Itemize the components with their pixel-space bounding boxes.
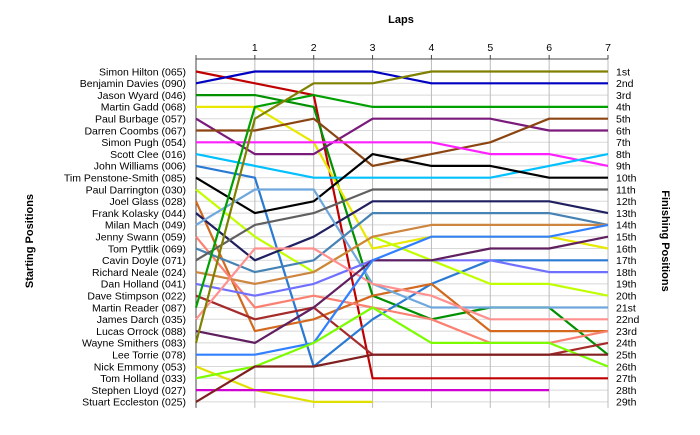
- finishing-position-label: 5th: [616, 114, 631, 126]
- driver-label: Martin Gadd (068): [101, 102, 186, 114]
- driver-label: James Darch (035): [97, 314, 186, 326]
- driver-label: Richard Neale (024): [92, 267, 186, 279]
- finishing-position-label: 1st: [616, 66, 630, 78]
- driver-label: Paul Burbage (057): [95, 114, 186, 126]
- finishing-position-label: 29th: [616, 397, 637, 409]
- series-line: [195, 306, 609, 380]
- y-axis-title-right: Finishing Positions: [659, 190, 671, 291]
- lap-tick-label: 4: [429, 42, 435, 54]
- finishing-position-label: 2nd: [616, 78, 634, 90]
- driver-label: John Williams (006): [94, 161, 186, 173]
- driver-label: Tim Penstone-Smith (085): [64, 173, 186, 185]
- driver-label: Stuart Eccleston (025): [82, 397, 186, 409]
- driver-label: Joel Glass (028): [110, 196, 186, 208]
- driver-label: Jason Wyard (046): [97, 90, 186, 102]
- driver-label: Frank Kolasky (044): [92, 208, 186, 220]
- series-line: [195, 353, 608, 403]
- finishing-position-label: 28th: [616, 385, 637, 397]
- driver-label: Paul Darrington (030): [86, 184, 186, 196]
- finishing-position-label: 15th: [616, 232, 637, 244]
- lap-tick-label: 5: [487, 42, 493, 54]
- driver-label: Darren Coombs (067): [84, 125, 186, 137]
- lap-tick-label: 2: [311, 42, 317, 54]
- finishing-position-label: 14th: [616, 220, 637, 232]
- series-line: [194, 70, 608, 344]
- finishing-position-label: 8th: [616, 149, 631, 161]
- driver-label: Cavin Doyle (071): [102, 255, 186, 267]
- driver-label: Dave Stimpson (022): [87, 291, 186, 303]
- driver-label: Tom Holland (033): [100, 373, 186, 385]
- driver-label: Scott Clee (016): [110, 149, 186, 161]
- series-line: [195, 247, 608, 321]
- series-line: [195, 235, 609, 344]
- finishing-position-label: 21st: [616, 302, 636, 314]
- driver-label: Lee Torrie (078): [112, 350, 186, 362]
- finishing-position-label: 24th: [616, 338, 637, 350]
- driver-label: Martin Reader (087): [92, 302, 186, 314]
- series-line: [196, 141, 609, 167]
- lap-tick-label: 7: [605, 42, 611, 54]
- driver-labels: Simon Hilton (065)Benjamin Davies (090)J…: [64, 66, 186, 408]
- finishing-position-label: 22nd: [616, 314, 640, 326]
- finishing-position-label: 17th: [616, 255, 637, 267]
- driver-label: Simon Pugh (054): [101, 137, 186, 149]
- finishing-position-label: 25th: [616, 350, 637, 362]
- series-lines: [194, 70, 609, 403]
- finishing-position-label: 26th: [616, 361, 637, 373]
- lap-tick-labels: 1 2 3 4 5 6 7: [252, 42, 611, 54]
- y-axis-title-left: Starting Positions: [24, 194, 36, 288]
- driver-label: Nick Emmony (053): [94, 361, 186, 373]
- finishing-position-label: 3rd: [616, 90, 631, 102]
- finishing-position-label: 9th: [616, 161, 631, 173]
- series-line: [195, 188, 608, 262]
- finishing-position-label: 6th: [616, 125, 631, 137]
- finishing-position-label: 18th: [616, 267, 637, 279]
- lap-tick-label: 3: [370, 42, 376, 54]
- finishing-position-label: 23rd: [616, 326, 637, 338]
- finishing-position-label: 11th: [616, 184, 636, 196]
- finishing-position-label: 13th: [616, 208, 637, 220]
- series-line: [195, 200, 609, 262]
- series-line: [195, 153, 609, 179]
- finishing-position-label: 10th: [616, 173, 637, 185]
- driver-label: Jenny Swann (059): [96, 232, 186, 244]
- series-line: [196, 223, 609, 356]
- series-line: [194, 93, 608, 308]
- series-line: [195, 164, 608, 368]
- driver-label: Tom Pyttlik (069): [108, 243, 186, 255]
- series-line: [195, 117, 608, 156]
- series-line: [195, 70, 608, 380]
- finishing-position-label: 20th: [616, 291, 637, 303]
- series-line: [195, 153, 608, 215]
- finishing-position-label: 27th: [616, 373, 637, 385]
- series-line: [195, 212, 609, 274]
- driver-label: Milan Mach (049): [105, 220, 186, 232]
- finishing-position-label: 16th: [616, 243, 637, 255]
- finishing-position-label: 7th: [616, 137, 631, 149]
- finishing-position-label: 19th: [616, 279, 637, 291]
- finishing-position-label: 12th: [616, 196, 637, 208]
- driver-label: Benjamin Davies (090): [80, 78, 186, 90]
- driver-label: Simon Hilton (065): [99, 66, 186, 78]
- driver-label: Dan Holland (041): [101, 279, 186, 291]
- driver-label: Wayne Smithers (083): [82, 338, 186, 350]
- finishing-position-labels: 1st2nd3rd4th5th6th7th8th9th10th11th12th1…: [616, 66, 640, 408]
- x-axis-title: Laps: [388, 14, 414, 26]
- driver-label: Lucas Orrock (088): [96, 326, 186, 338]
- series-line: [195, 223, 608, 285]
- series-line: [195, 365, 373, 403]
- lap-tick-label: 1: [252, 42, 258, 54]
- driver-label: Stephen Lloyd (027): [91, 385, 186, 397]
- lap-tick-label: 6: [546, 42, 552, 54]
- finishing-position-label: 4th: [616, 102, 631, 114]
- series-line: [195, 188, 608, 309]
